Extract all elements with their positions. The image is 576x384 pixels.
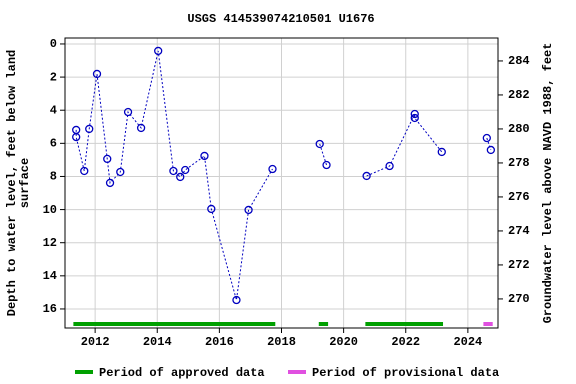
y-tick-label: 12 [43, 236, 57, 250]
y-axis-label: Depth to water level, feet below land [5, 50, 19, 316]
y2-tick-label: 272 [508, 258, 530, 272]
period-bar [73, 322, 276, 326]
x-tick-label: 2024 [453, 335, 482, 349]
data-point [154, 46, 163, 56]
y2-tick-label: 280 [508, 122, 530, 136]
plot-frame [64, 37, 499, 329]
data-point [176, 172, 185, 182]
data-point [268, 164, 277, 174]
x-tick-label: 2022 [391, 335, 420, 349]
x-tick-label: 2016 [205, 335, 234, 349]
y2-tick-label: 270 [508, 292, 530, 306]
data-point [437, 147, 446, 157]
legend-label: Period of approved data [99, 366, 265, 380]
data-point [486, 145, 496, 155]
y-tick-label: 4 [50, 103, 57, 117]
data-point [410, 113, 419, 123]
data-point [136, 123, 146, 133]
data-point [207, 204, 216, 214]
data-point [169, 166, 178, 176]
data-point [116, 167, 125, 177]
data-point [410, 109, 419, 119]
y-axis-label: surface [18, 158, 32, 208]
x-tick-label: 2012 [81, 335, 110, 349]
y-tick-label: 16 [43, 302, 57, 316]
data-point [181, 165, 190, 175]
data-point [80, 166, 89, 176]
x-tick-label: 2020 [329, 335, 358, 349]
data-point [72, 132, 81, 142]
data-point [103, 154, 112, 164]
y-tick-label: 6 [50, 137, 57, 151]
data-point [200, 151, 209, 161]
y-tick-label: 10 [43, 203, 57, 217]
data-point [362, 171, 371, 181]
x-tick-label: 2014 [143, 335, 172, 349]
data-point [482, 133, 491, 143]
data-point [123, 107, 133, 117]
y2-tick-label: 276 [508, 190, 530, 204]
y2-tick-label: 282 [508, 88, 530, 102]
data-point [105, 178, 115, 188]
legend-label: Period of provisional data [312, 366, 499, 380]
period-bar [483, 322, 493, 326]
y2-tick-label: 274 [508, 224, 530, 238]
series-line [75, 50, 492, 301]
data-point [92, 69, 102, 79]
y-tick-label: 0 [50, 37, 57, 51]
y2-axis-label: Groundwater level above NAVD 1988, feet [541, 43, 555, 324]
legend-swatch [288, 370, 306, 374]
y-tick-label: 8 [50, 170, 57, 184]
data-point [385, 161, 394, 171]
data-point [85, 124, 94, 134]
chart-title: USGS 414539074210501 U1676 [187, 12, 374, 26]
y2-tick-label: 284 [508, 54, 530, 68]
y2-tick-label: 278 [508, 156, 530, 170]
legend-swatch [75, 370, 93, 374]
data-point [244, 205, 253, 215]
data-point [232, 295, 241, 305]
y-tick-label: 14 [43, 269, 57, 283]
x-tick-label: 2018 [267, 335, 296, 349]
data-point [322, 160, 331, 170]
period-bar [318, 322, 329, 326]
period-bar [365, 322, 444, 326]
data-point [315, 139, 324, 149]
y-tick-label: 2 [50, 70, 57, 84]
